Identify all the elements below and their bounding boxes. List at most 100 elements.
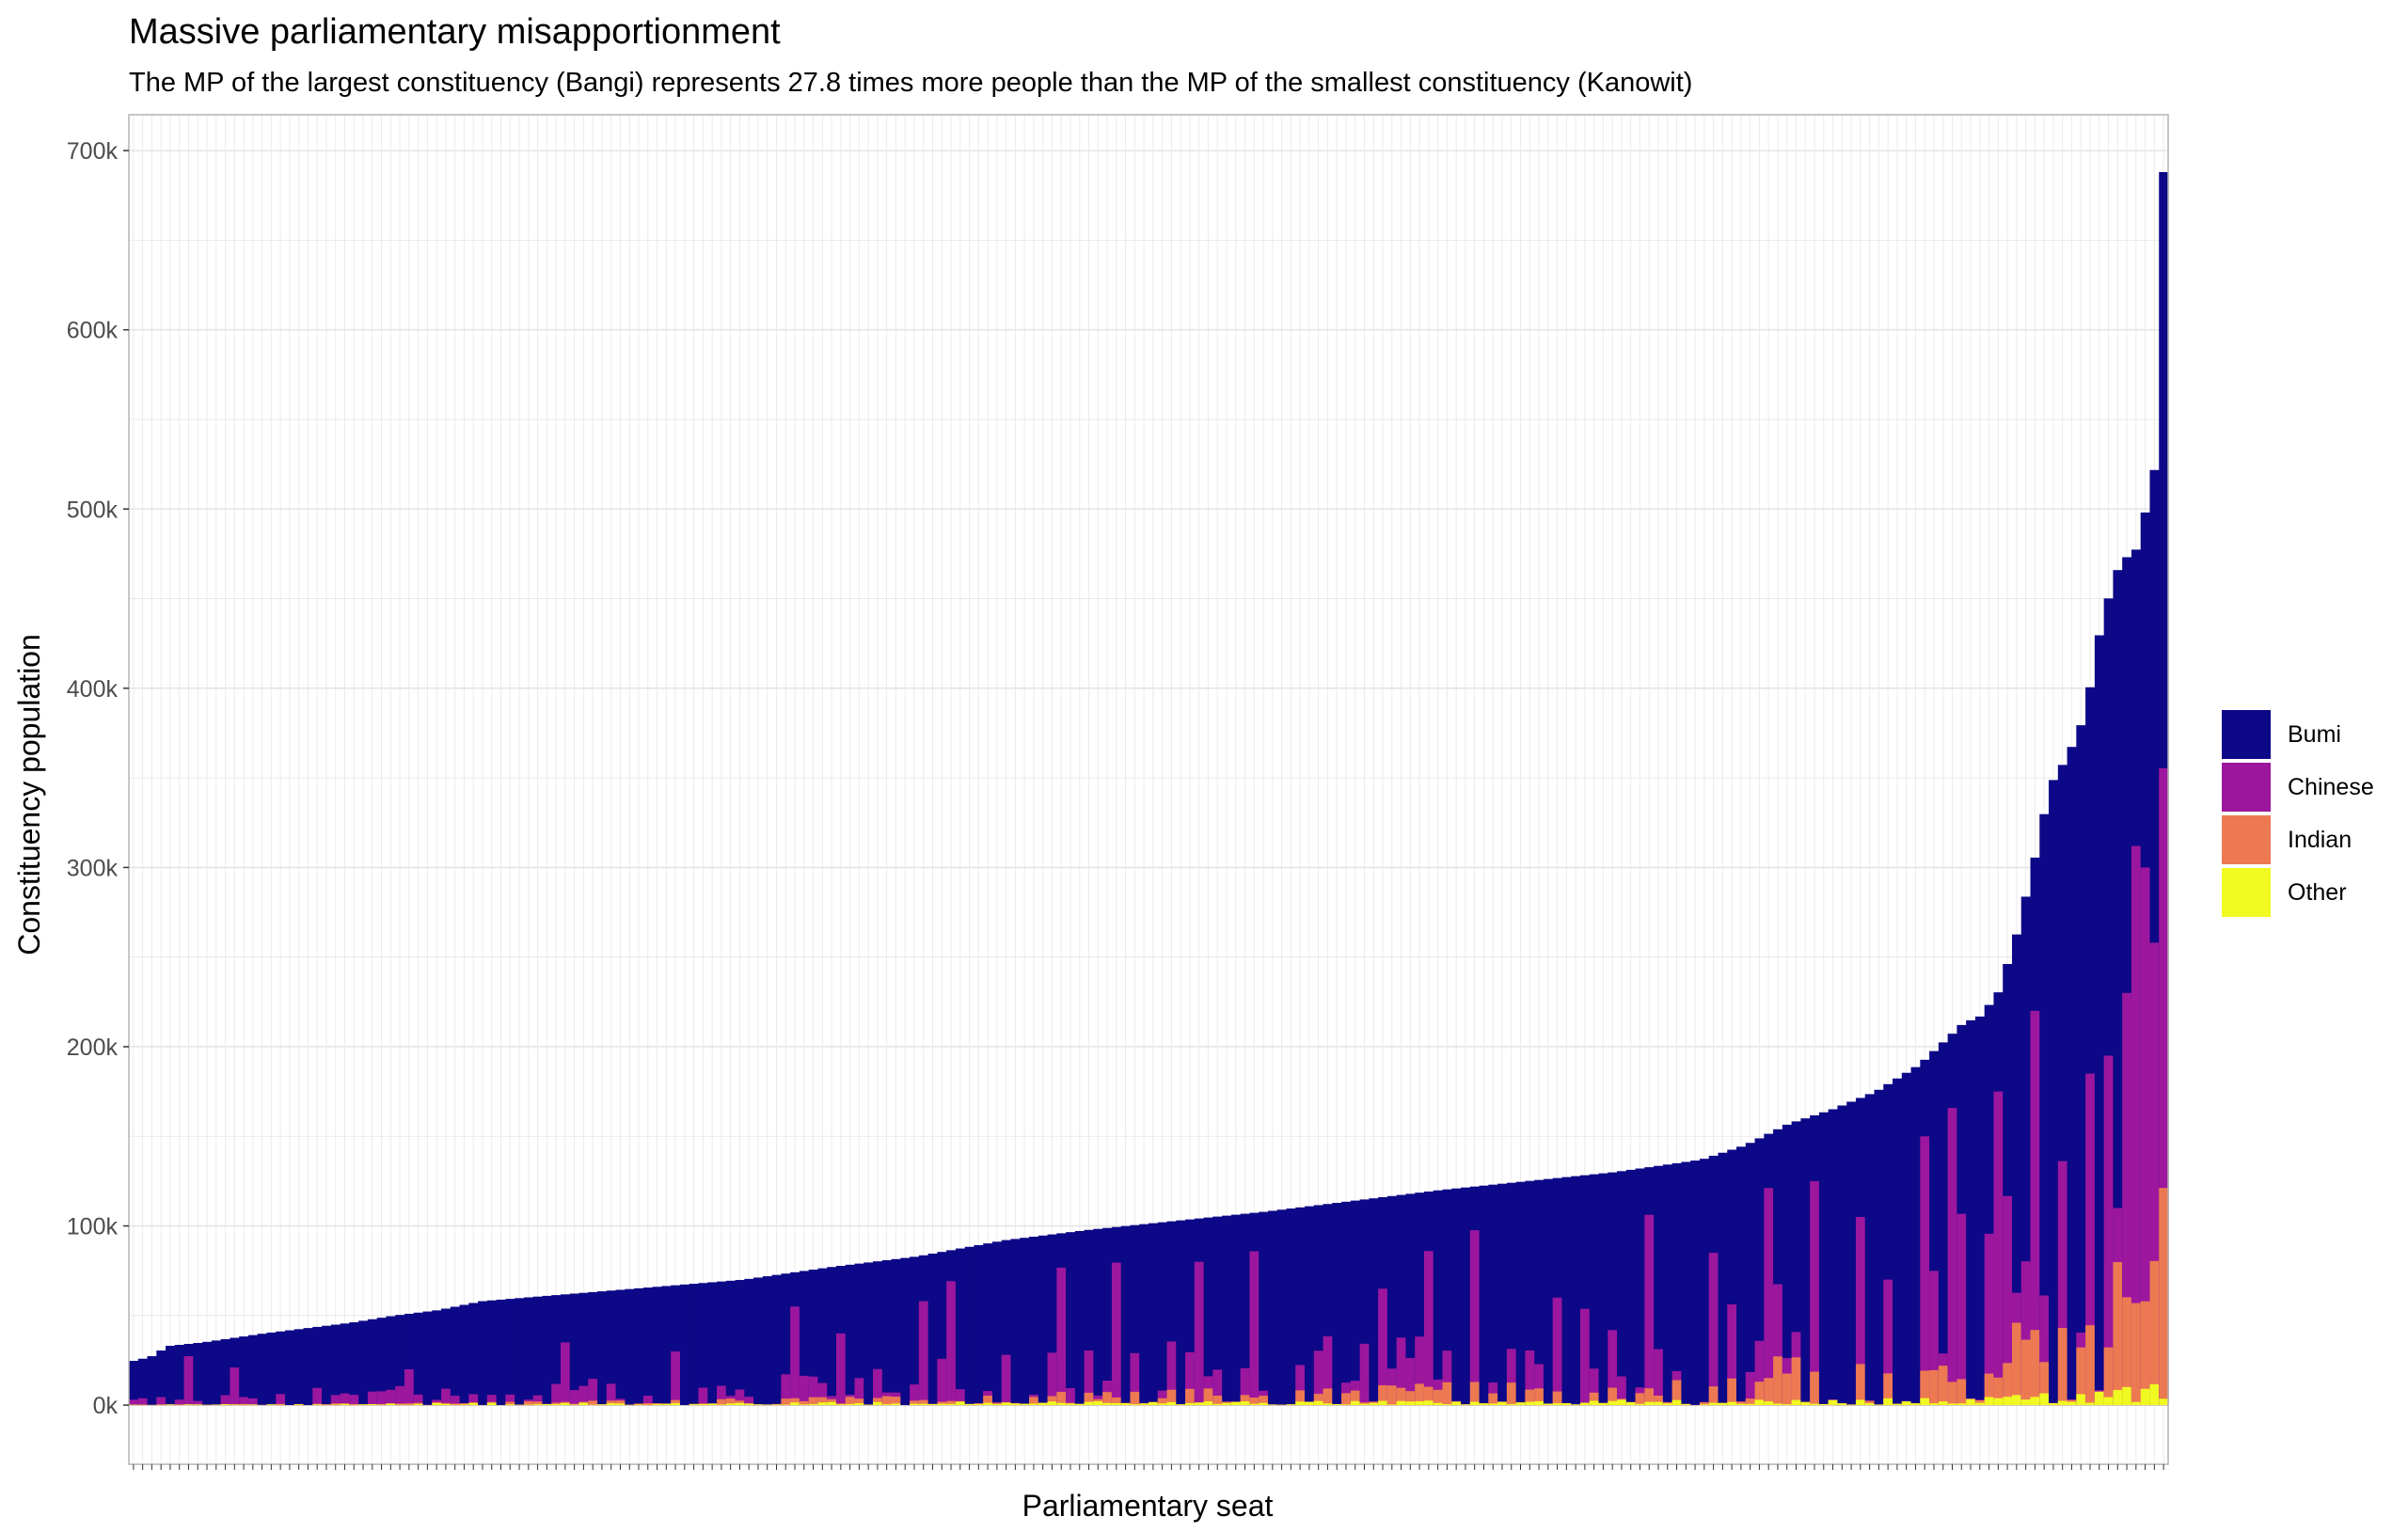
bar-chinese <box>560 1342 571 1406</box>
bar-bumi <box>1754 1138 1765 1406</box>
bar-other <box>211 1404 222 1406</box>
bar-bumi <box>1166 1221 1177 1406</box>
bar-bumi <box>1608 1172 1618 1406</box>
bar-bumi <box>1828 1109 1839 1406</box>
bar-bumi <box>1203 1217 1213 1406</box>
bar-other <box>183 1404 194 1406</box>
bar-other <box>2057 1400 2068 1406</box>
bar-bumi <box>578 1292 589 1406</box>
bar-bumi <box>1479 1185 1489 1406</box>
bar-bumi <box>1074 1230 1085 1406</box>
bar-other <box>937 1403 947 1406</box>
bar-chinese <box>137 1398 149 1406</box>
bar-bumi <box>717 1281 727 1406</box>
bar-other <box>1654 1401 1664 1406</box>
bar-bumi <box>413 1312 424 1406</box>
bar-other <box>1359 1403 1370 1406</box>
bar-other <box>1708 1402 1719 1406</box>
y-tick-label: 400k <box>67 676 119 703</box>
bar-bumi <box>634 1287 644 1406</box>
bar-bumi <box>432 1310 442 1406</box>
bar-bumi <box>1901 1072 1912 1406</box>
bar-bumi <box>1571 1176 1581 1406</box>
bar-chinese <box>2003 1195 2013 1406</box>
bar-bumi <box>698 1283 708 1406</box>
bar-bumi <box>147 1356 157 1406</box>
bar-other <box>717 1404 727 1406</box>
bar-bumi <box>652 1287 663 1406</box>
bar-indian <box>1433 1389 1444 1406</box>
bar-indian <box>1111 1397 1122 1406</box>
bar-chinese <box>404 1368 415 1406</box>
bar-indian <box>588 1400 598 1406</box>
bar-other <box>1754 1399 1765 1406</box>
bar-indian <box>1415 1383 1425 1406</box>
bar-bumi <box>753 1277 764 1406</box>
bar-other <box>193 1404 203 1406</box>
bar-chinese <box>1525 1350 1535 1406</box>
bar-other <box>1497 1401 1508 1406</box>
bar-other <box>1102 1402 1113 1406</box>
bar-other <box>1745 1403 1756 1406</box>
bar-bumi <box>2085 687 2096 1406</box>
bar-other <box>1893 1403 1903 1406</box>
bar-bumi <box>542 1295 552 1406</box>
bar-bumi <box>1671 1162 1683 1406</box>
bar-other <box>1093 1400 1103 1406</box>
bar-bumi <box>1222 1215 1232 1406</box>
bar-chinese <box>1130 1352 1140 1406</box>
bar-indian <box>532 1401 544 1406</box>
bar-bumi <box>1149 1223 1159 1406</box>
bar-other <box>1084 1401 1095 1406</box>
bar-bumi <box>1029 1236 1039 1406</box>
bar-chinese <box>1047 1352 1057 1406</box>
bar-bumi <box>2020 896 2032 1406</box>
bar-bumi <box>166 1346 176 1406</box>
bar-indian <box>2113 1262 2123 1406</box>
bar-other <box>1929 1403 1940 1406</box>
bar-other <box>2030 1397 2040 1406</box>
bar-indian <box>1708 1386 1719 1406</box>
bar-other <box>1120 1403 1132 1406</box>
bar-bumi <box>1020 1238 1030 1406</box>
bar-chinese <box>937 1358 947 1406</box>
bar-indian <box>1773 1356 1783 1406</box>
bar-indian <box>1029 1397 1039 1406</box>
bar-other <box>881 1404 893 1406</box>
bar-bumi <box>1625 1169 1637 1406</box>
bar-bumi <box>873 1261 883 1406</box>
bar-bumi <box>1369 1198 1379 1406</box>
bar-other <box>551 1404 562 1406</box>
bar-indian <box>230 1403 240 1406</box>
bar-indian <box>1488 1393 1498 1406</box>
bar-other <box>330 1404 341 1406</box>
bar-indian <box>322 1404 332 1406</box>
bar-bumi <box>386 1316 396 1406</box>
bar-other <box>2020 1399 2032 1406</box>
bar-bumi <box>486 1300 498 1406</box>
bar-chinese <box>910 1384 920 1406</box>
bar-bumi <box>1782 1124 1793 1406</box>
legend: Bumi Chinese Indian Other <box>2222 710 2374 917</box>
bar-bumi <box>1157 1222 1168 1406</box>
bar-bumi <box>1635 1168 1645 1406</box>
bar-indian <box>1185 1388 1196 1406</box>
bar-other <box>1727 1401 1737 1406</box>
bar-other <box>1249 1403 1259 1406</box>
bar-other <box>2011 1395 2022 1406</box>
bar-indian <box>1084 1392 1095 1406</box>
bar-indian <box>671 1399 681 1406</box>
bar-other <box>615 1403 626 1406</box>
bar-indian <box>1259 1396 1269 1406</box>
bar-bumi <box>2057 765 2068 1406</box>
bar-chinese <box>1947 1108 1957 1406</box>
bar-bumi <box>735 1280 745 1406</box>
bar-other <box>2159 1398 2169 1406</box>
bar-chinese <box>1644 1214 1655 1406</box>
bar-bumi <box>1818 1112 1830 1406</box>
legend-swatch <box>2222 710 2271 759</box>
bar-other <box>946 1403 957 1406</box>
bar-bumi <box>1938 1042 1949 1406</box>
bar-other <box>1378 1400 1388 1406</box>
bar-chinese <box>1654 1349 1664 1406</box>
